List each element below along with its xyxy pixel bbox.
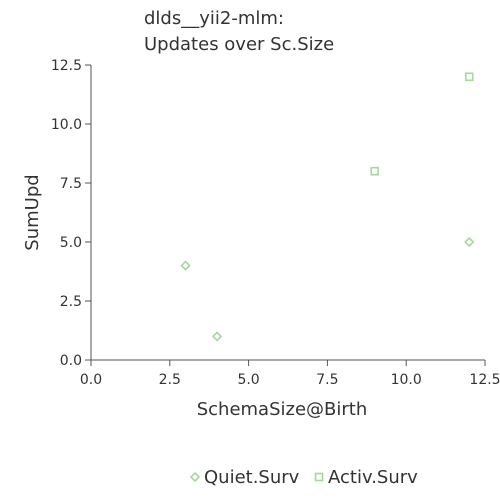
chart-title-line: Updates over Sc.Size [144,34,334,55]
legend-marker-square [314,472,324,482]
y-axis-label: SumUpd [22,174,43,250]
chart-title-line: dlds__yii2-mlm: [144,8,284,29]
x-tick-label: 12.5 [469,372,500,388]
data-point-diamond [211,331,223,342]
axes: 0.0 2.5 5.0 7.5 10.0 12.5 0.0 2.5 5.0 7.5 10.0 12.5… [22,58,500,420]
legend-label: Activ.Surv [328,467,418,488]
legend: Quiet.Surv Activ.Surv [189,467,418,488]
y-tick-label: 12.5 [51,58,82,74]
data-point-diamond [464,236,475,248]
x-tick-label: 5.0 [237,372,259,388]
y-tick-label: 7.5 [60,176,82,192]
y-tick-label: 2.5 [60,294,82,310]
x-axis-label: SchemaSize@Birth [197,399,368,420]
chart-title: dlds__yii2-mlm: Updates over Sc.Size [144,8,334,55]
data-points [180,72,475,342]
x-tick-label: 10.0 [391,372,422,388]
data-point-square [370,166,379,176]
y-tick-label: 0.0 [60,353,82,369]
y-tick-label: 10.0 [51,117,82,133]
y-tick-label: 5.0 [60,235,82,251]
data-point-diamond [180,260,191,271]
x-tick-label: 2.5 [159,372,181,388]
x-tick-label: 7.5 [316,372,338,388]
data-point-square [464,72,474,82]
legend-marker-diamond [189,471,201,483]
x-tick-label: 0.0 [80,372,102,388]
legend-label: Quiet.Surv [204,467,300,488]
